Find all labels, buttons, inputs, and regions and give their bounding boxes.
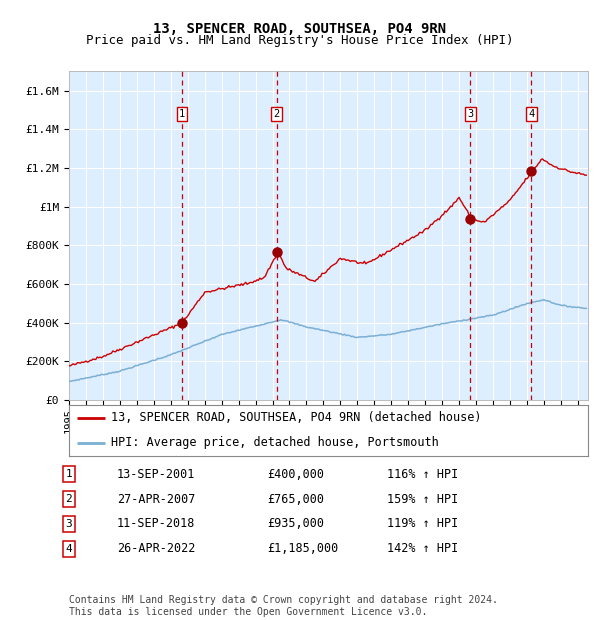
Text: 26-APR-2022: 26-APR-2022 [117, 542, 196, 555]
Text: 3: 3 [65, 519, 73, 529]
Text: Price paid vs. HM Land Registry's House Price Index (HPI): Price paid vs. HM Land Registry's House … [86, 34, 514, 47]
Text: £400,000: £400,000 [267, 468, 324, 481]
Text: 1: 1 [65, 469, 73, 479]
Text: 3: 3 [467, 109, 473, 119]
Text: 13-SEP-2001: 13-SEP-2001 [117, 468, 196, 481]
Text: 1: 1 [179, 109, 185, 119]
Text: £935,000: £935,000 [267, 518, 324, 530]
Text: 159% ↑ HPI: 159% ↑ HPI [387, 493, 458, 505]
Text: HPI: Average price, detached house, Portsmouth: HPI: Average price, detached house, Port… [110, 436, 438, 450]
Text: 27-APR-2007: 27-APR-2007 [117, 493, 196, 505]
Text: 13, SPENCER ROAD, SOUTHSEA, PO4 9RN (detached house): 13, SPENCER ROAD, SOUTHSEA, PO4 9RN (det… [110, 411, 481, 424]
Text: 142% ↑ HPI: 142% ↑ HPI [387, 542, 458, 555]
Text: 13, SPENCER ROAD, SOUTHSEA, PO4 9RN: 13, SPENCER ROAD, SOUTHSEA, PO4 9RN [154, 22, 446, 36]
Text: 119% ↑ HPI: 119% ↑ HPI [387, 518, 458, 530]
Text: 4: 4 [65, 544, 73, 554]
Text: Contains HM Land Registry data © Crown copyright and database right 2024.
This d: Contains HM Land Registry data © Crown c… [69, 595, 498, 617]
Text: 116% ↑ HPI: 116% ↑ HPI [387, 468, 458, 481]
Text: 11-SEP-2018: 11-SEP-2018 [117, 518, 196, 530]
Text: £1,185,000: £1,185,000 [267, 542, 338, 555]
Text: £765,000: £765,000 [267, 493, 324, 505]
Text: 4: 4 [528, 109, 535, 119]
Text: 2: 2 [65, 494, 73, 504]
Text: 2: 2 [274, 109, 280, 119]
